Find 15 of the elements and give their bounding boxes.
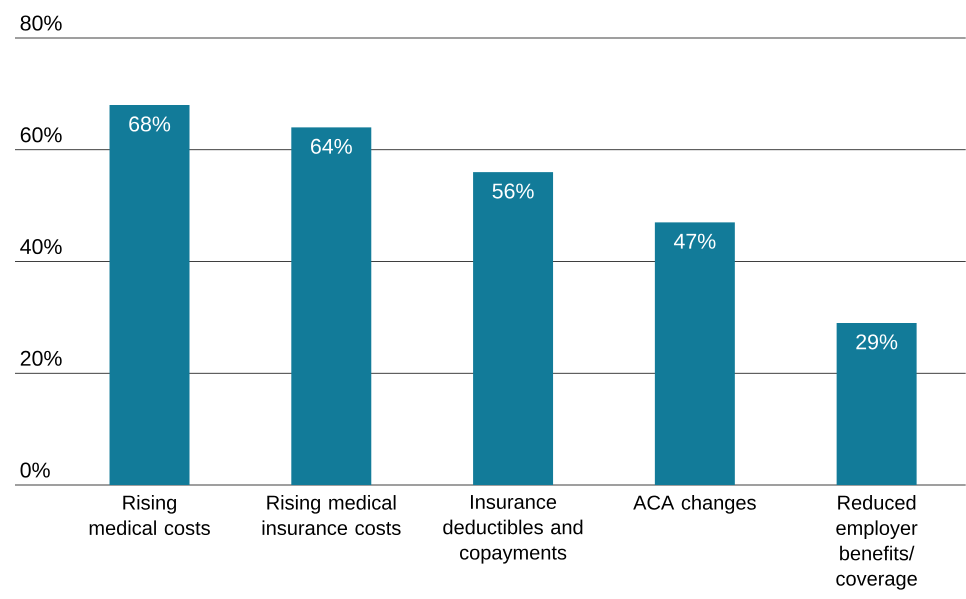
y-tick-label: 60% xyxy=(20,127,62,142)
y-tick-label: 20% xyxy=(20,350,62,366)
x-tick-label: Insurance deductibles and copayments xyxy=(443,495,582,564)
data-label: 29% xyxy=(856,334,898,350)
y-tick-label: 40% xyxy=(20,239,62,254)
x-tick-label: ACA changes xyxy=(633,495,756,514)
x-tick-label: Rising medical costs xyxy=(90,495,210,536)
x-tick-label: Rising medical insurance costs xyxy=(262,495,401,536)
data-label: 47% xyxy=(674,234,716,249)
data-label: 64% xyxy=(311,138,352,154)
y-tick-label: 0% xyxy=(20,462,50,478)
x-tick-label: Reduced employer benefits/ coverage xyxy=(836,495,918,590)
data-label: 56% xyxy=(492,183,534,199)
data-label: 68% xyxy=(129,116,170,132)
y-tick-label: 80% xyxy=(20,16,62,31)
